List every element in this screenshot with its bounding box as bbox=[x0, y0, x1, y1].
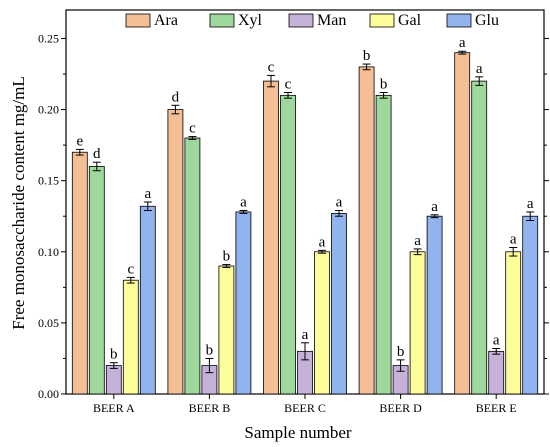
x-tick-label: BEER B bbox=[189, 401, 231, 415]
significance-label: b bbox=[380, 76, 388, 92]
x-tick-label: BEER E bbox=[476, 401, 517, 415]
legend-label-xyl: Xyl bbox=[238, 12, 263, 29]
bar-ara bbox=[454, 52, 471, 395]
bar-ara bbox=[358, 66, 375, 395]
legend-label-man: Man bbox=[317, 12, 346, 29]
bar-ara bbox=[71, 151, 88, 395]
x-tick-label: BEER D bbox=[379, 401, 422, 415]
significance-label: b bbox=[110, 347, 118, 363]
bar-xyl bbox=[88, 166, 105, 395]
legend-label-glu: Glu bbox=[475, 12, 499, 29]
significance-label: a bbox=[336, 195, 343, 211]
bar-gal bbox=[218, 265, 235, 395]
significance-label: d bbox=[93, 146, 101, 162]
bar-glu bbox=[331, 212, 347, 395]
bar-gal bbox=[122, 279, 139, 395]
significance-label: b bbox=[363, 48, 371, 64]
bar-xyl bbox=[471, 80, 488, 395]
significance-label: a bbox=[144, 186, 151, 202]
significance-label: a bbox=[414, 233, 421, 249]
bar-xyl bbox=[184, 137, 201, 395]
bar-glu bbox=[235, 211, 252, 395]
significance-label: b bbox=[206, 342, 214, 358]
significance-label: e bbox=[76, 133, 83, 149]
significance-label: d bbox=[172, 89, 180, 105]
significance-label: a bbox=[476, 61, 483, 77]
legend-swatch-gal bbox=[369, 13, 395, 28]
significance-label: c bbox=[189, 121, 196, 137]
bar-glu bbox=[426, 215, 443, 395]
bar-ara bbox=[263, 80, 279, 395]
significance-label: b bbox=[397, 344, 405, 360]
bar-xyl bbox=[280, 94, 296, 395]
significance-label: a bbox=[431, 199, 438, 215]
y-tick-label: 0.20 bbox=[38, 103, 59, 117]
bar-glu bbox=[139, 205, 156, 395]
y-tick-label: 0.00 bbox=[38, 387, 59, 401]
significance-label: c bbox=[127, 261, 134, 277]
significance-label: a bbox=[493, 332, 500, 348]
bar-gal bbox=[314, 251, 330, 395]
significance-label: a bbox=[240, 195, 247, 211]
significance-label: b bbox=[223, 249, 231, 265]
y-axis-title: Free monosaccharide content mg/mL bbox=[9, 76, 28, 330]
bar-gal bbox=[409, 251, 426, 395]
significance-label: c bbox=[268, 59, 275, 75]
legend-label-ara: Ara bbox=[154, 12, 178, 29]
bar-man bbox=[105, 365, 122, 395]
y-tick-label: 0.10 bbox=[38, 245, 59, 259]
legend-swatch-xyl bbox=[209, 13, 235, 28]
significance-label: a bbox=[302, 327, 309, 343]
legend-swatch-glu bbox=[446, 13, 472, 28]
legend: Ara Xyl Man Gal Glu bbox=[125, 12, 499, 29]
x-tick-label: BEER A bbox=[93, 401, 135, 415]
y-tick-label: 0.15 bbox=[38, 174, 59, 188]
y-tick-label: 0.05 bbox=[38, 316, 59, 330]
significance-label: a bbox=[459, 35, 466, 51]
significance-label: a bbox=[510, 232, 517, 248]
x-tick-label: BEER C bbox=[284, 401, 326, 415]
significance-label: a bbox=[319, 234, 326, 250]
legend-swatch-ara bbox=[125, 13, 151, 28]
bar-ara bbox=[167, 109, 184, 395]
legend-label-gal: Gal bbox=[398, 12, 422, 29]
legend-swatch-man bbox=[288, 13, 314, 28]
bar-gal bbox=[505, 251, 522, 395]
bar-man bbox=[488, 350, 505, 395]
significance-label: a bbox=[527, 196, 534, 212]
y-tick-label: 0.25 bbox=[38, 31, 59, 45]
x-axis-title: Sample number bbox=[244, 423, 352, 442]
bar-glu bbox=[522, 215, 539, 395]
bar-xyl bbox=[375, 94, 392, 395]
significance-label: c bbox=[285, 76, 292, 92]
